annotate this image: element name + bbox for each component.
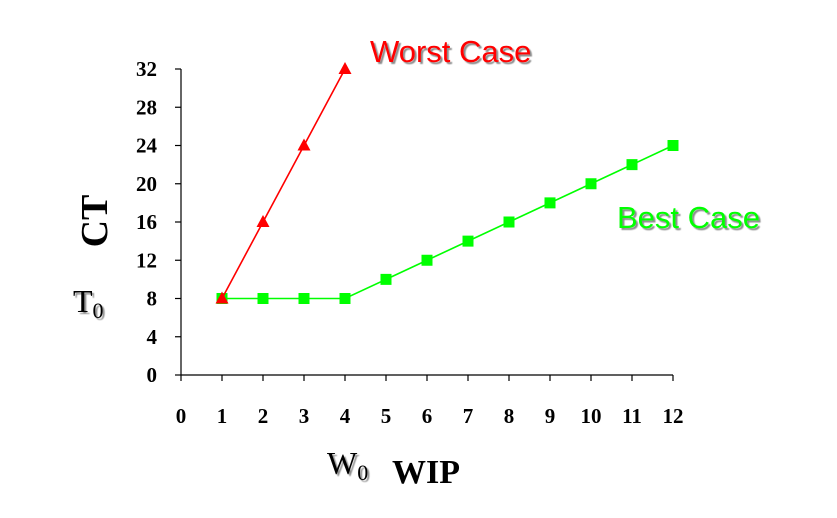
series-worst-case (215, 62, 352, 304)
data-point-square (626, 159, 638, 171)
y-tick-label: 28 (136, 95, 157, 119)
y-tick-labels: 0 4 8 12 16 20 24 28 32 (136, 57, 158, 387)
x-tick-labels: 0 1 2 3 4 5 6 7 8 9 10 11 12 (176, 404, 684, 428)
data-point-triangle (215, 291, 229, 304)
x-tick-label: 6 (422, 404, 433, 428)
x-tick-label: 0 (176, 404, 187, 428)
x-tick-label: 9 (545, 404, 556, 428)
y-tick-label: 4 (147, 325, 158, 349)
data-point-triangle (338, 62, 352, 74)
data-point-square (257, 293, 269, 304)
t0-label: T0 (73, 283, 104, 323)
t0-sub: 0 (93, 298, 104, 323)
x-tick-label: 11 (622, 404, 642, 428)
y-tick-label: 12 (136, 248, 157, 272)
data-point-triangle (256, 215, 270, 227)
y-axis-title: CT (74, 195, 116, 248)
w0-sub: 0 (357, 460, 368, 485)
data-point-square (544, 197, 556, 209)
t0-main: T (73, 283, 93, 319)
data-point-square (585, 178, 597, 190)
axes (175, 68, 674, 381)
w0-label: W0 (327, 445, 368, 485)
best-case-label: Best Case (617, 200, 760, 235)
y-tick-label: 24 (136, 134, 158, 158)
x-tick-label: 10 (581, 404, 602, 428)
series-line (222, 144, 674, 300)
data-point-triangle (297, 138, 311, 151)
y-tick-label: 8 (147, 287, 158, 311)
w0-main: W (327, 445, 358, 481)
data-point-square (462, 235, 474, 247)
series-layer (215, 62, 679, 304)
data-point-square (339, 293, 351, 304)
series-line (221, 68, 346, 299)
x-tick-label: 2 (258, 404, 269, 428)
y-tick-label: 20 (136, 172, 157, 196)
series-best-case (216, 140, 679, 304)
data-point-square (380, 273, 392, 285)
data-point-square (298, 293, 310, 304)
data-point-square (667, 140, 679, 151)
data-point-square (421, 254, 433, 266)
x-tick-label: 4 (340, 404, 351, 428)
x-tick-label: 8 (504, 404, 515, 428)
y-tick-label: 16 (136, 210, 157, 234)
data-point-square (503, 216, 515, 228)
x-tick-label: 5 (381, 404, 392, 428)
worst-case-label: Worst Case (370, 34, 531, 69)
x-tick-label: 7 (463, 404, 474, 428)
y-tick-label: 32 (136, 57, 157, 81)
x-tick-label: 3 (299, 404, 310, 428)
x-tick-label: 12 (663, 404, 684, 428)
x-axis-title: WIP (392, 454, 460, 491)
x-tick-label: 1 (217, 404, 228, 428)
y-tick-label: 0 (147, 363, 158, 387)
